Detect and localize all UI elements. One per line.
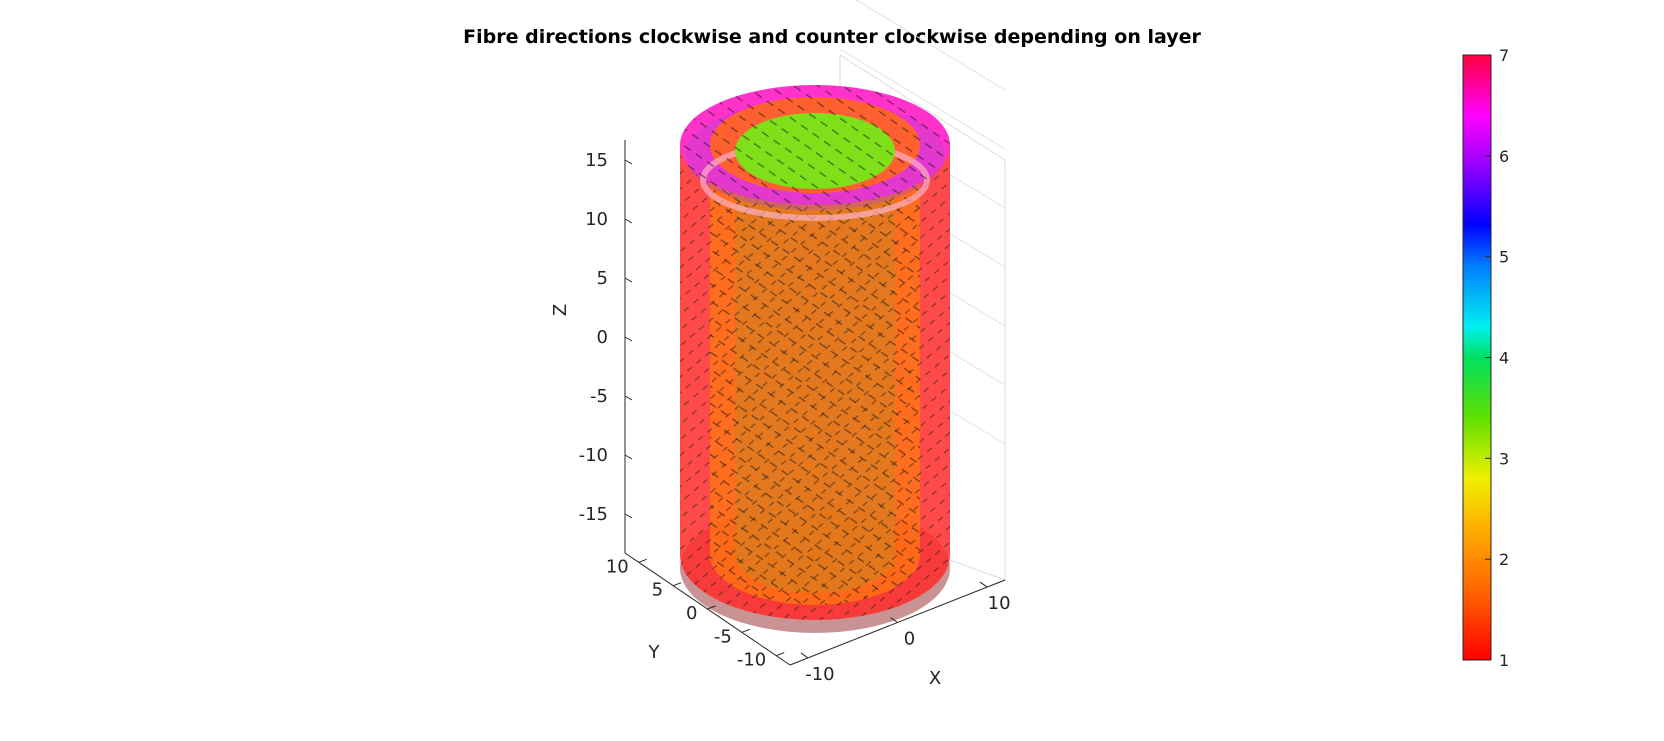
colorbar-tick-label: 7 [1499, 46, 1509, 65]
z-tick-label: -5 [590, 386, 608, 407]
colorbar-tick-label: 2 [1499, 550, 1509, 569]
z-gridline [839, 48, 1006, 150]
z-ticks: -15 -10 -5 0 5 10 15 [579, 150, 633, 525]
z-tick-mark [624, 513, 633, 519]
x-tick-label: 0 [904, 629, 915, 650]
y-ticks: -10-5 0 5 10 [606, 556, 785, 671]
z-tick-label: 5 [597, 268, 608, 289]
z-tick-mark [624, 159, 633, 165]
colorbar-tick-label: 5 [1499, 248, 1509, 267]
y-tick-mark [638, 558, 647, 563]
x-tick-label: 10 [988, 593, 1011, 614]
y-tick-label: 0 [686, 603, 697, 624]
x-tick-label: -10 [805, 664, 834, 685]
z-gridline [855, 0, 1006, 91]
z-tick-label: -10 [579, 445, 608, 466]
z-tick-mark [624, 395, 633, 401]
y-tick-label: 5 [652, 580, 663, 601]
fibre-vectors-inner [710, 140, 920, 605]
colorbar-tick-label: 1 [1499, 651, 1509, 670]
x-ticks: -10 0 10 [800, 581, 1011, 685]
x-axis-label: X [929, 668, 941, 689]
x-tick-mark [979, 581, 988, 588]
colorbar-tick-label: 4 [1499, 349, 1509, 368]
colorbar-tick-label: 6 [1499, 147, 1509, 166]
z-tick-label: -15 [579, 504, 608, 525]
y-axis-label: Y [648, 642, 661, 663]
colorbar-tick-label: 3 [1499, 449, 1509, 468]
top-fibres [680, 85, 950, 205]
y-tick-label: 10 [606, 556, 629, 577]
y-tick-mark [672, 582, 682, 587]
z-tick-label: 0 [597, 327, 608, 348]
chart-title: Fibre directions clockwise and counter c… [463, 26, 1201, 48]
x-tick-mark [890, 617, 898, 623]
y-tick-label: -5 [714, 626, 732, 647]
y-tick-mark [776, 652, 785, 657]
z-axis-label: Z [550, 304, 571, 316]
z-tick-mark [624, 277, 633, 283]
colorbar-ticks: 1 2 3 4 5 6 7 [1485, 46, 1509, 670]
y-tick-mark [707, 605, 716, 610]
z-tick-label: 15 [585, 150, 608, 171]
z-tick-mark [624, 336, 633, 342]
y-tick-label: -10 [737, 650, 766, 671]
z-tick-mark [624, 454, 633, 460]
z-tick-mark [624, 218, 633, 224]
x-tick-mark [800, 652, 809, 659]
z-tick-label: 10 [585, 209, 608, 230]
y-tick-mark [741, 628, 751, 633]
